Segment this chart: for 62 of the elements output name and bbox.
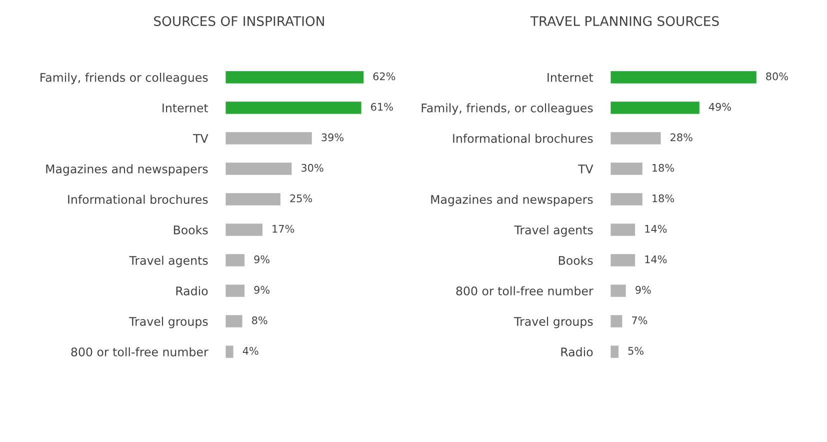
y-tick-label: Internet [162, 104, 208, 112]
y-tick-label: Travel groups [129, 316, 208, 328]
bar [610, 314, 624, 329]
bar [610, 222, 636, 238]
bar [610, 192, 644, 207]
bar [225, 192, 282, 207]
y-tick-label: 800 or toll-free number [456, 286, 594, 296]
y-tick-label: Magazines and newspapers [431, 194, 593, 206]
y-tick-label: Books [558, 256, 593, 265]
data-label: 17% [272, 224, 294, 233]
data-label: 8% [252, 316, 268, 324]
bar [610, 344, 620, 360]
data-label: 9% [254, 286, 270, 294]
data-label: 30% [301, 164, 324, 172]
data-label: 9% [254, 255, 270, 264]
data-label: 18% [652, 194, 674, 202]
bar [225, 314, 244, 329]
y-tick-label: Travel groups [514, 316, 593, 328]
y-tick-label: Books [174, 225, 208, 234]
bar [225, 130, 314, 146]
data-label: 14% [645, 255, 667, 264]
bar [225, 283, 246, 298]
bar [610, 100, 701, 116]
chart-title: TRAVEL PLANNING SOURCES [530, 16, 719, 26]
data-label: 5% [628, 346, 644, 355]
data-label: 28% [670, 133, 692, 142]
bar [610, 130, 662, 146]
y-tick-label: TV [193, 134, 208, 143]
y-tick-label: Family, friends, or colleagues [422, 103, 593, 115]
data-label: 49% [708, 102, 731, 111]
bar [225, 222, 264, 238]
data-label: 39% [322, 133, 344, 142]
y-tick-label: 800 or toll-free number [71, 347, 208, 356]
y-tick-label: Informational brochures [68, 194, 208, 204]
bar [225, 161, 294, 176]
data-label: 62% [373, 72, 396, 80]
bar [225, 100, 363, 116]
data-label: 25% [290, 194, 312, 202]
chart-title: SOURCES OF INSPIRATION [154, 16, 324, 26]
bar [225, 344, 235, 360]
y-tick-label: Magazines and newspapers [46, 164, 208, 176]
data-label: 7% [632, 316, 648, 324]
y-tick-label: Family, friends or colleagues [40, 72, 208, 84]
y-tick-label: Informational brochures [453, 134, 593, 143]
y-tick-label: Travel agents [514, 225, 593, 237]
bar [610, 70, 758, 85]
y-tick-label: Radio [176, 286, 208, 296]
data-label: 18% [652, 164, 674, 172]
bar [610, 161, 644, 176]
data-label: 80% [766, 72, 788, 80]
y-tick-label: TV [578, 164, 594, 174]
bar [225, 252, 246, 268]
y-tick-label: Radio [561, 347, 593, 356]
data-label: 9% [636, 286, 651, 294]
data-label: 4% [242, 346, 258, 355]
bar [610, 283, 628, 298]
y-tick-label: Travel agents [129, 256, 208, 268]
data-label: 61% [371, 102, 393, 111]
bar [610, 252, 636, 268]
data-label: 14% [645, 224, 667, 233]
y-tick-label: Internet [548, 73, 594, 82]
bar [225, 70, 365, 85]
